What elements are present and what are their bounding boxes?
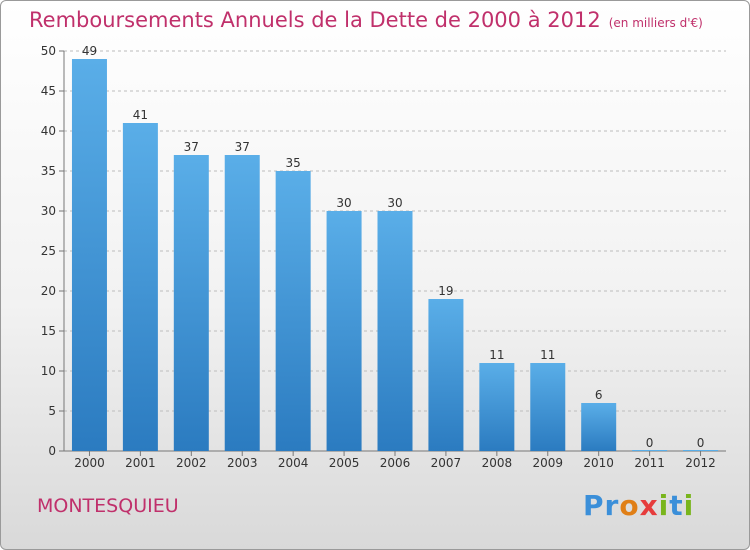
x-tick-label: 2003: [227, 456, 258, 470]
bar-value-label: 37: [184, 140, 199, 154]
x-tick-label: 2010: [583, 456, 614, 470]
y-tick-label: 40: [41, 124, 56, 138]
x-tick-label: 2006: [380, 456, 411, 470]
x-tick-label: 2009: [532, 456, 563, 470]
y-tick-label: 35: [41, 164, 56, 178]
bar-value-label: 0: [646, 436, 654, 450]
bar-value-label: 30: [387, 196, 402, 210]
bar-value-label: 19: [438, 284, 453, 298]
bar: [173, 155, 209, 451]
y-tick-label: 50: [41, 44, 56, 58]
y-tick-label: 30: [41, 204, 56, 218]
logo-letter: r: [604, 489, 620, 522]
y-tick-label: 25: [41, 244, 56, 258]
bar-value-label: 6: [595, 388, 603, 402]
bar-value-label: 41: [133, 108, 148, 122]
y-tick-label: 15: [41, 324, 56, 338]
x-tick-label: 2007: [431, 456, 462, 470]
y-tick-label: 10: [41, 364, 56, 378]
bar-value-label: 11: [489, 348, 504, 362]
x-tick-label: 2004: [278, 456, 309, 470]
x-tick-label: 2000: [74, 456, 105, 470]
bar-value-label: 30: [336, 196, 351, 210]
logo-letter: o: [619, 489, 640, 522]
bar: [530, 363, 566, 451]
commune-name: MONTESQUIEU: [37, 495, 179, 517]
x-tick-label: 2011: [634, 456, 665, 470]
x-tick-label: 2012: [685, 456, 716, 470]
bar: [428, 299, 464, 451]
y-tick-label: 20: [41, 284, 56, 298]
bar-value-label: 35: [286, 156, 301, 170]
bar-value-label: 11: [540, 348, 555, 362]
proxiti-logo: Proxiti: [583, 489, 694, 522]
bar: [377, 211, 413, 451]
bar: [479, 363, 515, 451]
bar: [122, 123, 158, 451]
x-tick-label: 2001: [125, 456, 156, 470]
x-tick-label: 2005: [329, 456, 360, 470]
bar-value-label: 49: [82, 44, 97, 58]
logo-letter: P: [583, 489, 605, 522]
logo-letter: x: [639, 489, 659, 522]
bar-value-label: 0: [697, 436, 705, 450]
bar: [326, 211, 362, 451]
bar: [275, 171, 311, 451]
y-tick-label: 5: [48, 404, 56, 418]
bar: [224, 155, 260, 451]
chart-title: Remboursements Annuels de la Dette de 20…: [29, 8, 703, 32]
logo-letter: i: [683, 489, 695, 522]
chart-title-text: Remboursements Annuels de la Dette de 20…: [29, 8, 601, 32]
logo-letter: t: [669, 489, 684, 522]
x-tick-label: 2002: [176, 456, 207, 470]
bar: [71, 59, 107, 451]
bar: [581, 403, 617, 451]
x-tick-label: 2008: [482, 456, 513, 470]
y-tick-label: 45: [41, 84, 56, 98]
logo-letter: i: [658, 489, 670, 522]
bar-value-label: 37: [235, 140, 250, 154]
chart-subtitle: (en milliers d'€): [608, 16, 703, 30]
y-tick-label: 0: [48, 444, 56, 458]
